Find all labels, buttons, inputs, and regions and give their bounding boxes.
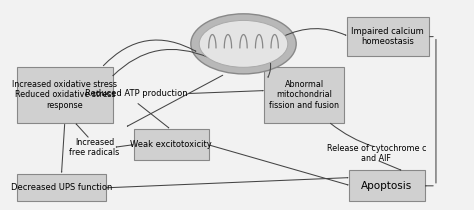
FancyBboxPatch shape (17, 67, 113, 123)
FancyBboxPatch shape (349, 170, 425, 201)
FancyBboxPatch shape (134, 129, 209, 160)
Text: Weak excitotoxicity: Weak excitotoxicity (130, 140, 212, 149)
Text: Apoptosis: Apoptosis (361, 181, 412, 191)
FancyBboxPatch shape (346, 17, 429, 56)
Text: Impaired calcium
homeostasis: Impaired calcium homeostasis (352, 27, 424, 46)
FancyBboxPatch shape (17, 175, 106, 201)
Text: Abnormal
mitochondrial
fission and fusion: Abnormal mitochondrial fission and fusio… (269, 80, 339, 110)
Ellipse shape (199, 20, 288, 67)
Text: Release of cytochrome c
and AIF: Release of cytochrome c and AIF (327, 144, 426, 163)
Text: Reduced ATP production: Reduced ATP production (84, 89, 187, 98)
Ellipse shape (191, 14, 296, 74)
FancyBboxPatch shape (264, 67, 344, 123)
Text: Decreased UPS function: Decreased UPS function (11, 183, 112, 192)
Text: Increased
free radicals: Increased free radicals (70, 138, 120, 157)
Text: Increased oxidative stress
Reduced oxidative stress
response: Increased oxidative stress Reduced oxida… (12, 80, 118, 110)
